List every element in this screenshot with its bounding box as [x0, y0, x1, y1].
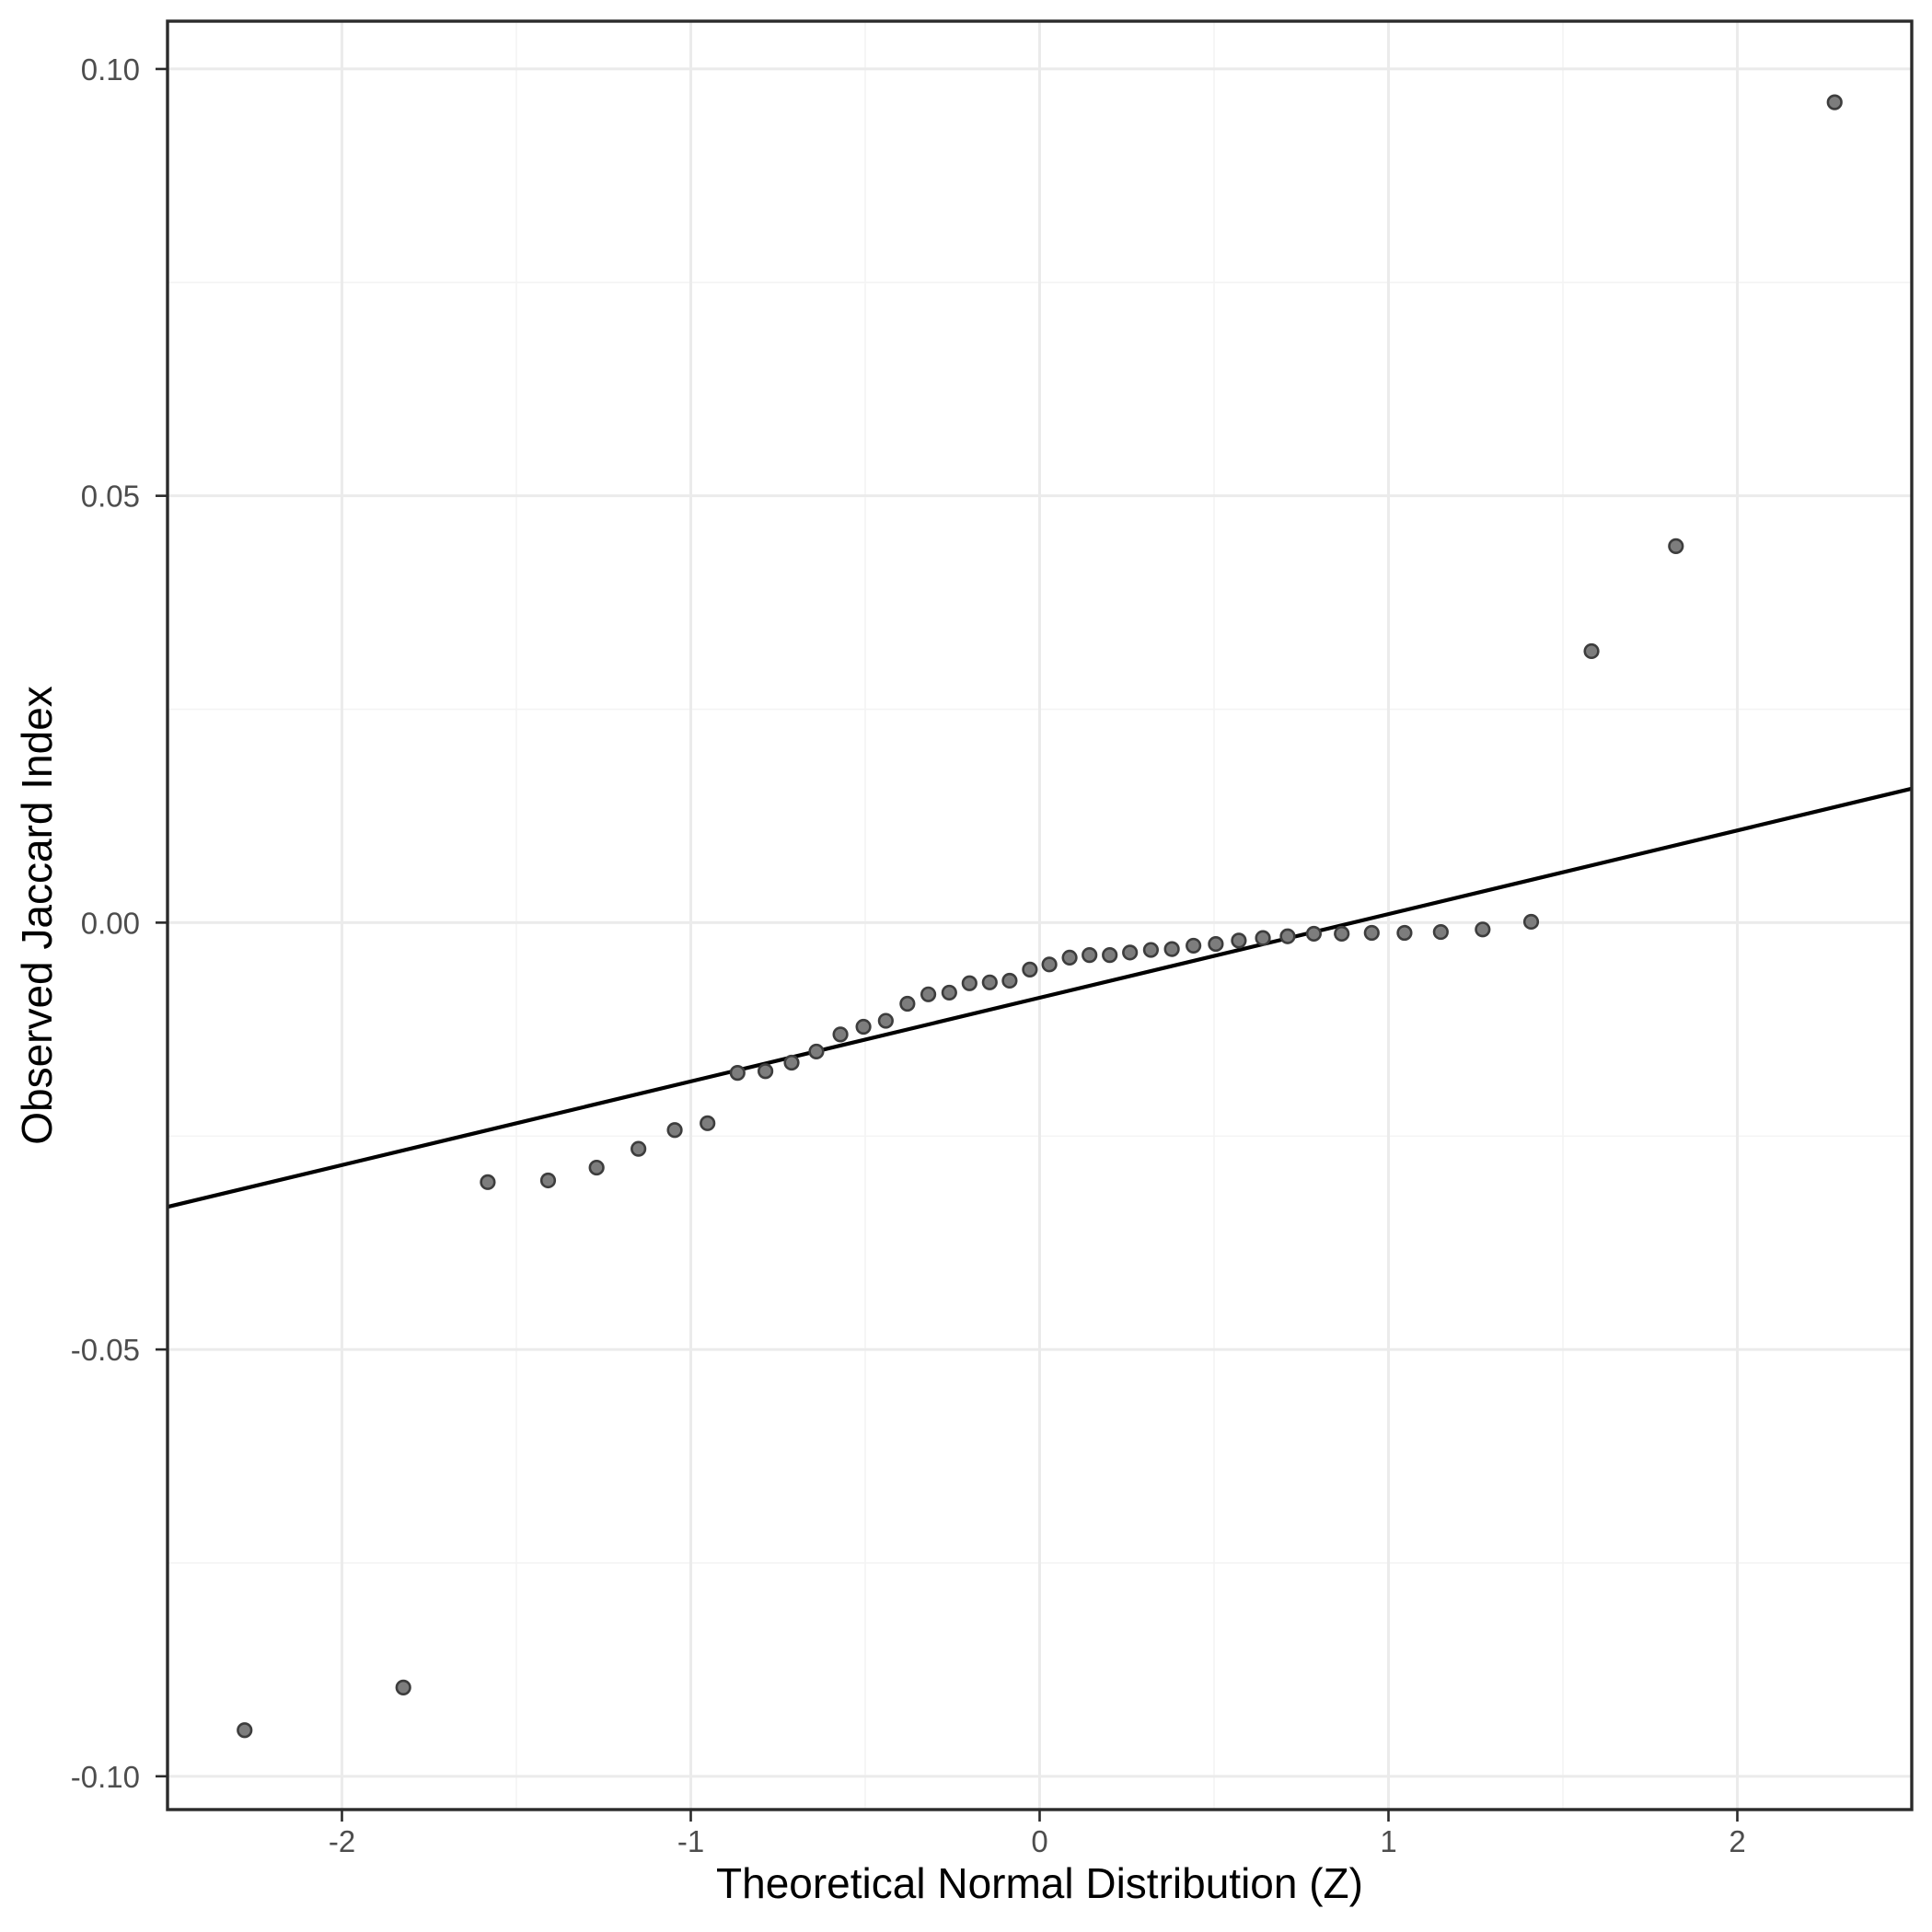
data-point	[832, 1026, 849, 1043]
reference-line	[167, 786, 1913, 1209]
data-point	[395, 1679, 411, 1695]
data-point	[1231, 932, 1247, 949]
data-point	[1255, 930, 1271, 946]
y-tick-label: 0.05	[81, 480, 140, 514]
data-point	[1208, 935, 1224, 953]
x-tick-label: 2	[1729, 1824, 1745, 1858]
data-point	[981, 974, 998, 990]
data-point	[1163, 941, 1180, 957]
data-point	[729, 1065, 746, 1082]
data-point	[1334, 925, 1350, 943]
data-point	[666, 1122, 683, 1139]
data-point	[941, 984, 957, 1001]
x-axis-title: Theoretical Normal Distribution (Z)	[716, 1859, 1363, 1907]
data-point	[1061, 949, 1078, 966]
data-point	[539, 1172, 557, 1189]
data-points	[237, 94, 1843, 1739]
data-point	[1363, 924, 1380, 942]
data-point	[588, 1159, 605, 1176]
data-point	[783, 1054, 800, 1071]
data-point	[480, 1174, 496, 1190]
x-tick-label: -2	[329, 1824, 355, 1858]
y-tick-label: 0.10	[81, 52, 140, 87]
data-point	[1041, 956, 1058, 973]
data-point	[1186, 937, 1202, 954]
data-point	[1001, 972, 1018, 989]
data-point	[1522, 913, 1540, 931]
y-tick-label: -0.05	[71, 1333, 140, 1367]
x-tick-label: 0	[1031, 1824, 1047, 1858]
data-point	[808, 1043, 825, 1060]
data-point	[1122, 944, 1139, 961]
axis-tick-labels: -2 -1 0 1 2 -0.10 -0.05 0.00 0.05 0.10	[71, 52, 1746, 1858]
data-point	[631, 1140, 647, 1157]
data-point	[1396, 924, 1413, 942]
y-tick-label: -0.10	[71, 1760, 140, 1794]
data-point	[1668, 538, 1684, 554]
data-point	[1475, 921, 1491, 938]
data-point	[1305, 925, 1322, 943]
data-point	[1826, 94, 1843, 110]
data-point	[758, 1063, 774, 1080]
data-point	[1082, 947, 1098, 964]
data-point	[920, 986, 937, 1002]
data-point	[1102, 947, 1118, 964]
data-point	[855, 1018, 872, 1035]
data-point	[1279, 928, 1296, 944]
data-point	[877, 1012, 894, 1029]
data-point	[237, 1722, 253, 1739]
data-point	[961, 975, 978, 991]
data-point	[1432, 923, 1449, 941]
y-tick-label: 0.00	[81, 906, 140, 940]
data-point	[1022, 961, 1038, 978]
grid-major-lines	[168, 21, 1912, 1810]
data-point	[1583, 642, 1600, 660]
data-point	[899, 995, 916, 1012]
axis-tick-marks	[156, 67, 1739, 1822]
y-axis-title: Observed Jaccard Index	[13, 686, 61, 1145]
data-point	[700, 1115, 716, 1131]
x-tick-label: 1	[1380, 1824, 1396, 1858]
data-point	[1142, 942, 1160, 958]
x-tick-label: -1	[677, 1824, 704, 1858]
